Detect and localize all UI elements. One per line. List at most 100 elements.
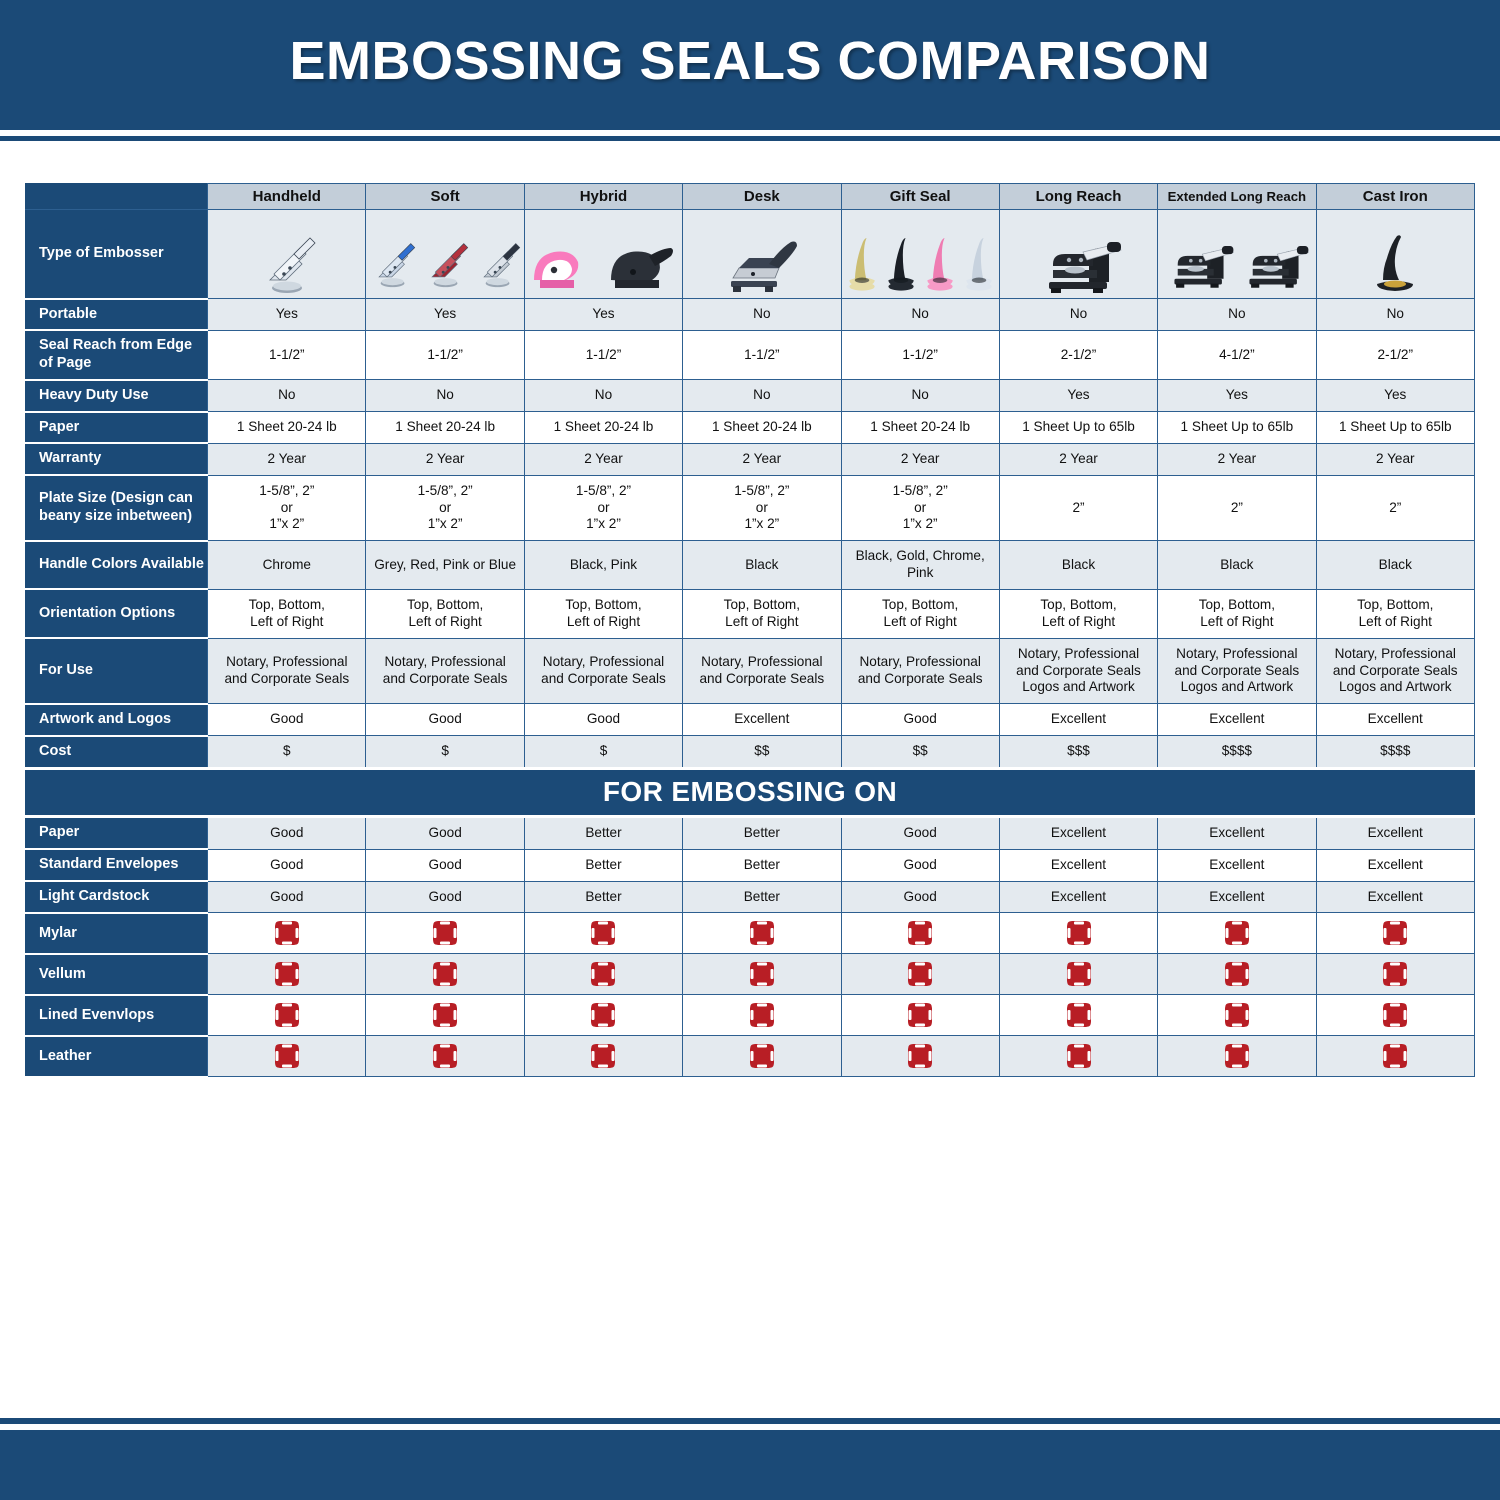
cell-line: Good [903,824,937,840]
cell-line: 1 Sheet 20-24 lb [236,419,337,435]
cell-line: Excellent [1209,888,1265,904]
cell-line: Notary, Professional [542,654,665,670]
x-mark-icon [1224,1002,1250,1028]
x-mark-icon [907,1043,933,1069]
cell-line: 2” [1072,499,1085,515]
cell-line: Grey, Red, Pink or Blue [374,556,517,572]
x-mark-icon [1224,961,1250,987]
comparison-table-wrapper: Handheld Soft Hybrid Desk Gift Seal Long Reac… [24,183,1476,1078]
handheld-embosser-icon [210,212,363,296]
cell-heavy-duty-use-cast-iron: Yes [1315,379,1476,413]
cell-line: or [755,499,768,515]
x-mark-icon [1066,961,1092,987]
cast-iron-embosser-icon [1319,212,1472,296]
cell-for-use-soft: Notary, Professional and Corporate Seals [365,637,525,705]
x-mark-icon [1066,920,1092,946]
cell-artwork-and-logos-handheld: Good [207,703,367,737]
cell-line: Excellent [1050,824,1107,840]
cell-line: Excellent [1050,711,1107,727]
cell-cost-long-reach: $$$ [998,735,1159,769]
x-mark-icon [1382,920,1408,946]
cell-line: 1-5/8”, 2” [575,482,632,498]
cell-line: 1 Sheet Up to 65lb [1022,419,1135,435]
cell-line: or [914,499,927,515]
cell-seal-reach-from-edge-of-page-extended-long-reach: 4-1/2” [1157,329,1317,381]
row-label-leather: Leather [24,1034,209,1078]
cell-artwork-and-logos-extended-long-reach: Excellent [1157,703,1317,737]
cell-vellum-cast-iron [1315,953,1476,996]
cell-line: Logos and Artwork [1180,679,1294,695]
cell-leather-gift-seal [840,1035,1000,1078]
cell-line: Good [428,856,462,872]
cell-line: Better [585,888,622,904]
cell-line: Yes [1225,387,1248,403]
row-label-orientation-options: Orientation Options [24,588,209,640]
cell-line: Good [586,711,621,727]
cell-line: 2 Year [1375,450,1415,466]
extended-long-reach-embosser-icon [1160,212,1313,296]
row-label-heavy-duty-use: Heavy Duty Use [24,378,209,413]
cell-line: No [594,387,613,403]
cell-orientation-options-extended-long-reach: Top, Bottom, Left of Right [1157,588,1317,639]
cell-line: $ [599,743,608,759]
cell-standard-envelopes-hybrid: Better [523,848,684,882]
table-row: Handle Colors Available Chrome Grey, Red, … [24,539,1476,591]
cell-portable-desk: No [682,298,842,331]
table-row: Seal Reach from Edge of Page 1-1/2” 1-1/2”… [24,329,1476,381]
x-mark-icon [907,961,933,987]
x-mark-icon [274,1043,300,1069]
cell-line: Good [903,856,937,872]
footer-banner [0,1430,1500,1500]
cell-heavy-duty-use-long-reach: Yes [998,379,1159,413]
cell-line: 2” [1389,499,1402,515]
cell-vellum-desk [682,953,842,996]
cell-line: 2 Year [584,450,623,466]
cell-line: Top, Bottom, [248,596,325,612]
cell-line: 1-5/8”, 2” [734,482,790,498]
cell-line: Notary, Professional [701,654,823,670]
cell-for-use-desk: Notary, Professional and Corporate Seals [682,637,842,705]
cell-line: Good [428,824,462,840]
title-rule-1 [0,122,1500,130]
embosser-image-cell [998,209,1159,299]
cell-line: or [439,499,452,515]
cell-line: Better [585,856,622,872]
cell-lined-evenvlops-long-reach [998,994,1159,1037]
cell-seal-reach-from-edge-of-page-cast-iron: 2-1/2” [1315,329,1476,381]
cell-heavy-duty-use-desk: No [682,379,842,413]
cell-line: Good [270,711,304,727]
comparison-table-body: Handheld Soft Hybrid Desk Gift Seal Long Reac… [24,183,1476,1078]
cell-portable-long-reach: No [998,298,1159,331]
cell-leather-soft [365,1035,525,1078]
cell-leather-long-reach [998,1035,1159,1078]
cell-line: $$$ [1067,743,1090,759]
table-header-row: Handheld Soft Hybrid Desk Gift Seal Long Reac… [24,183,1476,210]
cell-line: or [280,499,293,515]
x-mark-icon [1224,920,1250,946]
cell-line: Good [428,888,462,904]
cell-line: 1-1/2” [585,346,622,362]
cell-light-cardstock-soft: Good [365,880,525,914]
cell-plate-size-design-can-beany-size-inbetween-hybrid: 1-5/8”, 2” or 1”x 2” [523,474,684,542]
cell-artwork-and-logos-cast-iron: Excellent [1315,703,1476,737]
cell-line: Better [743,856,780,872]
cell-standard-envelopes-soft: Good [365,848,525,882]
cell-leather-handheld [207,1035,367,1078]
cell-paper-handheld: 1 Sheet 20-24 lb [207,411,367,444]
cell-portable-handheld: Yes [207,298,367,331]
table-row: Portable Yes Yes Yes No No No No No [24,297,1476,332]
x-mark-icon [432,920,458,946]
cell-line: Black, Gold, Chrome, Pink [855,548,985,581]
table-row: Paper 1 Sheet 20-24 lb 1 Sheet 20-24 lb 1 S… [24,410,1476,445]
cell-line: $$$$ [1380,743,1411,759]
cell-paper-long-reach: Excellent [998,815,1159,850]
cell-paper-desk: 1 Sheet 20-24 lb [682,411,842,444]
cell-light-cardstock-handheld: Good [207,880,367,914]
page-title: EMBOSSING SEALS COMPARISON [289,31,1211,91]
row-label-lined-evenvlops: Lined Evenvlops [24,993,209,1037]
column-header-soft: Soft [365,183,525,210]
cell-leather-desk [682,1035,842,1078]
cell-warranty-long-reach: 2 Year [998,442,1159,476]
cell-line: Yes [1384,387,1407,403]
